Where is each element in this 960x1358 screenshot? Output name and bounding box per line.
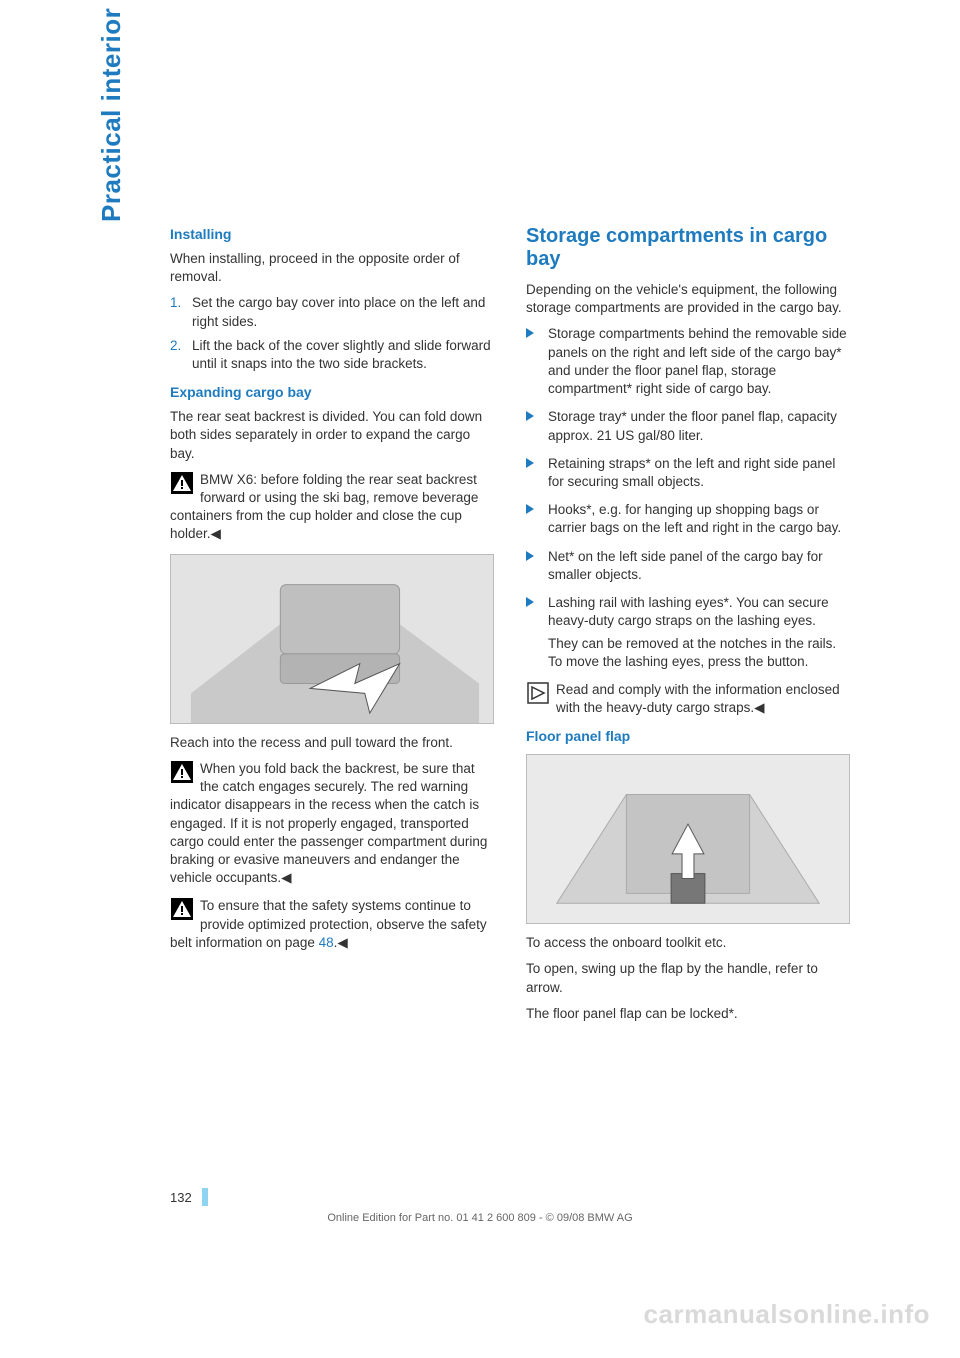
list-item: Lashing rail with lashing eyes*. You can…: [526, 594, 850, 671]
list-text: Net* on the left side panel of the cargo…: [548, 549, 823, 582]
triangle-bullet-icon: [526, 551, 534, 561]
warning-icon: [170, 471, 194, 495]
warning-text: When you fold back the backrest, be sure…: [170, 760, 494, 888]
page-link[interactable]: 48: [319, 935, 334, 950]
triangle-bullet-icon: [526, 328, 534, 338]
storage-list: Storage compartments behind the removabl…: [526, 325, 850, 671]
triangle-bullet-icon: [526, 597, 534, 607]
list-item: Net* on the left side panel of the cargo…: [526, 548, 850, 584]
install-steps: 1. Set the cargo bay cover into place on…: [170, 294, 494, 373]
heading-storage: Storage compartments in cargo bay: [526, 225, 850, 271]
list-text: Retaining straps* on the left and right …: [548, 456, 835, 489]
warning-block: When you fold back the backrest, be sure…: [170, 760, 494, 888]
step-number: 2.: [170, 337, 181, 355]
warning-text-b: .◀: [334, 935, 348, 950]
expanding-paragraph: The rear seat backrest is divided. You c…: [170, 408, 494, 463]
document-icon: [526, 681, 550, 705]
installing-intro: When installing, proceed in the opposite…: [170, 250, 494, 286]
step-text: Lift the back of the cover slightly and …: [192, 338, 491, 371]
doc-note-block: Read and comply with the information enc…: [526, 681, 850, 717]
list-item: Storage compartments behind the removabl…: [526, 325, 850, 398]
heading-floor-flap: Floor panel flap: [526, 727, 850, 746]
page-number-bar: [202, 1188, 208, 1206]
list-item: 2. Lift the back of the cover slightly a…: [170, 337, 494, 373]
list-item: Retaining straps* on the left and right …: [526, 455, 850, 491]
list-item: 1. Set the cargo bay cover into place on…: [170, 294, 494, 330]
storage-intro: Depending on the vehicle's equipment, th…: [526, 281, 850, 317]
list-text: Storage compartments behind the removabl…: [548, 326, 847, 396]
list-subtext: They can be removed at the notches in th…: [548, 635, 850, 671]
doc-note-text: Read and comply with the information enc…: [526, 681, 850, 717]
step-text: Set the cargo bay cover into place on th…: [192, 295, 485, 328]
section-tab: Practical interior accessories: [96, 0, 127, 222]
right-column: Storage compartments in cargo bay Depend…: [526, 225, 850, 1031]
warning-icon: [170, 760, 194, 784]
warning-block: BMW X6: before folding the rear seat bac…: [170, 471, 494, 544]
warning-text: BMW X6: before folding the rear seat bac…: [170, 471, 494, 544]
warning-block: To ensure that the safety systems contin…: [170, 897, 494, 952]
footer-text: Online Edition for Part no. 01 41 2 600 …: [0, 1212, 960, 1224]
triangle-bullet-icon: [526, 458, 534, 468]
list-item: Hooks*, e.g. for hanging up shopping bag…: [526, 501, 850, 537]
open-paragraph: To open, swing up the flap by the handle…: [526, 960, 850, 996]
lock-paragraph: The floor panel flap can be locked*.: [526, 1005, 850, 1023]
reach-paragraph: Reach into the recess and pull toward th…: [170, 734, 494, 752]
step-number: 1.: [170, 294, 181, 312]
figure-floor-flap: [526, 754, 850, 924]
page: Practical interior accessories Installin…: [0, 0, 960, 1358]
list-item: Storage tray* under the floor panel flap…: [526, 408, 850, 444]
list-text: Hooks*, e.g. for hanging up shopping bag…: [548, 502, 841, 535]
warning-text: To ensure that the safety systems contin…: [170, 897, 494, 952]
triangle-bullet-icon: [526, 504, 534, 514]
triangle-bullet-icon: [526, 411, 534, 421]
watermark: carmanualsonline.info: [644, 1299, 930, 1330]
list-text: Storage tray* under the floor panel flap…: [548, 409, 837, 442]
page-number: 132: [170, 1190, 192, 1205]
access-paragraph: To access the onboard toolkit etc.: [526, 934, 850, 952]
figure-rear-seat: [170, 554, 494, 724]
left-column: Installing When installing, proceed in t…: [170, 225, 494, 1031]
heading-expanding: Expanding cargo bay: [170, 383, 494, 402]
content-columns: Installing When installing, proceed in t…: [170, 225, 850, 1031]
warning-icon: [170, 897, 194, 921]
list-text: Lashing rail with lashing eyes*. You can…: [548, 595, 829, 628]
heading-installing: Installing: [170, 225, 494, 244]
